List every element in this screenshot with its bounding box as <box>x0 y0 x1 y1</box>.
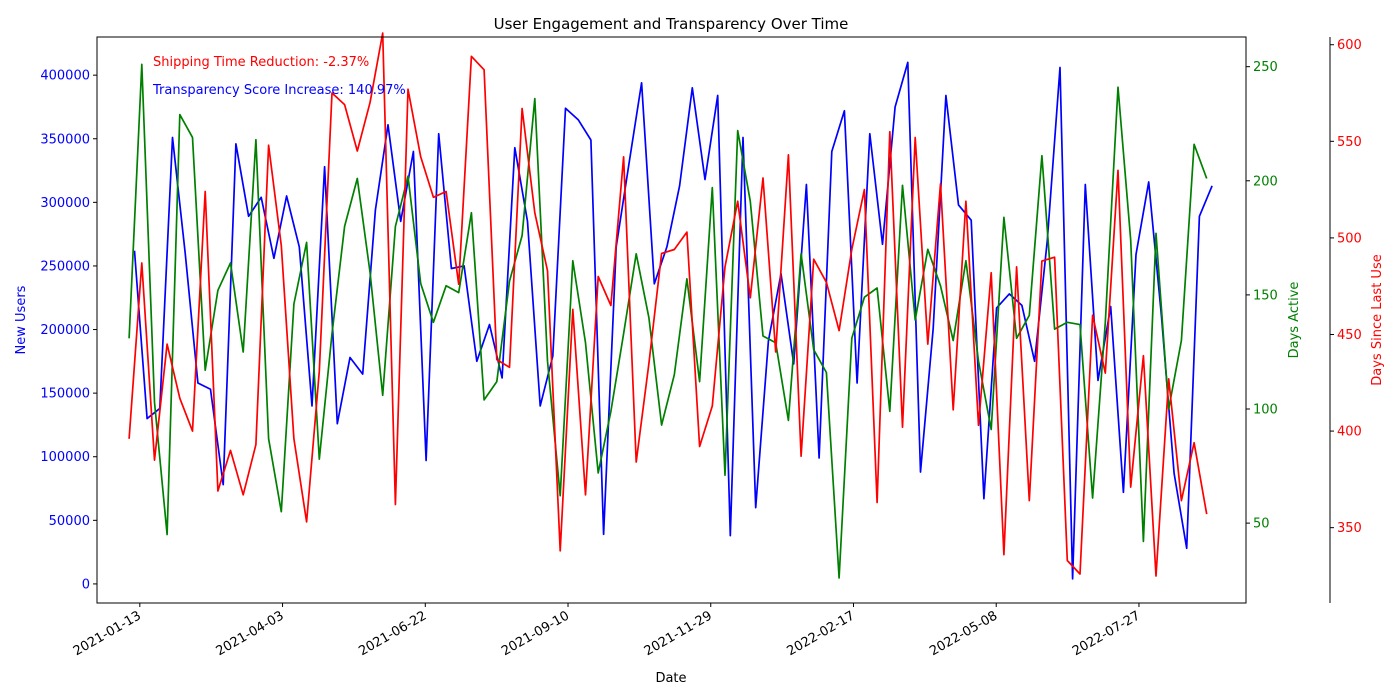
y-tick-label: 0 <box>82 577 90 592</box>
y-tick-label: 250 <box>1253 60 1278 75</box>
annotation-transparency-score: Transparency Score Increase: 140.97% <box>152 83 406 98</box>
y-tick-label: 150 <box>1253 288 1278 303</box>
y-tick-label: 50000 <box>49 514 90 529</box>
y-tick-label: 100000 <box>40 450 90 465</box>
y-axis-label-new-users: New Users <box>14 285 29 354</box>
y-tick-label: 600 <box>1337 38 1362 53</box>
y-tick-label: 350000 <box>40 132 90 147</box>
series-layer <box>128 32 1213 580</box>
y-tick-label: 450 <box>1337 328 1362 343</box>
y-tick-label: 50 <box>1253 517 1270 532</box>
y-tick-label: 150000 <box>40 387 90 402</box>
y-tick-label: 400000 <box>40 69 90 84</box>
series-line-days-since-last-use <box>128 32 1208 577</box>
y-axis-label-days-since-last-use: Days Since Last Use <box>1370 254 1385 385</box>
y-tick-label: 100 <box>1253 403 1278 418</box>
y-tick-label: 550 <box>1337 135 1362 150</box>
y-tick-label: 250000 <box>40 259 90 274</box>
chart-title: User Engagement and Transparency Over Ti… <box>494 15 849 33</box>
y-tick-label: 200 <box>1253 174 1278 189</box>
series-line-days-active <box>128 63 1208 579</box>
y-axes: 0 50000 100000 150000 200000 250000 300000 3500… <box>40 38 1361 592</box>
x-axis-label: Date <box>655 671 686 686</box>
y-tick-label: 400 <box>1337 425 1362 440</box>
plot-frame <box>96 36 1247 604</box>
annotation-shipping-time: Shipping Time Reduction: -2.37% <box>153 55 369 70</box>
y-axis-label-days-active: Days Active <box>1287 282 1302 359</box>
y-tick-label: 500 <box>1337 231 1362 246</box>
y-tick-label: 200000 <box>40 323 90 338</box>
y-tick-label: 350 <box>1337 521 1362 536</box>
y-tick-label: 300000 <box>40 196 90 211</box>
